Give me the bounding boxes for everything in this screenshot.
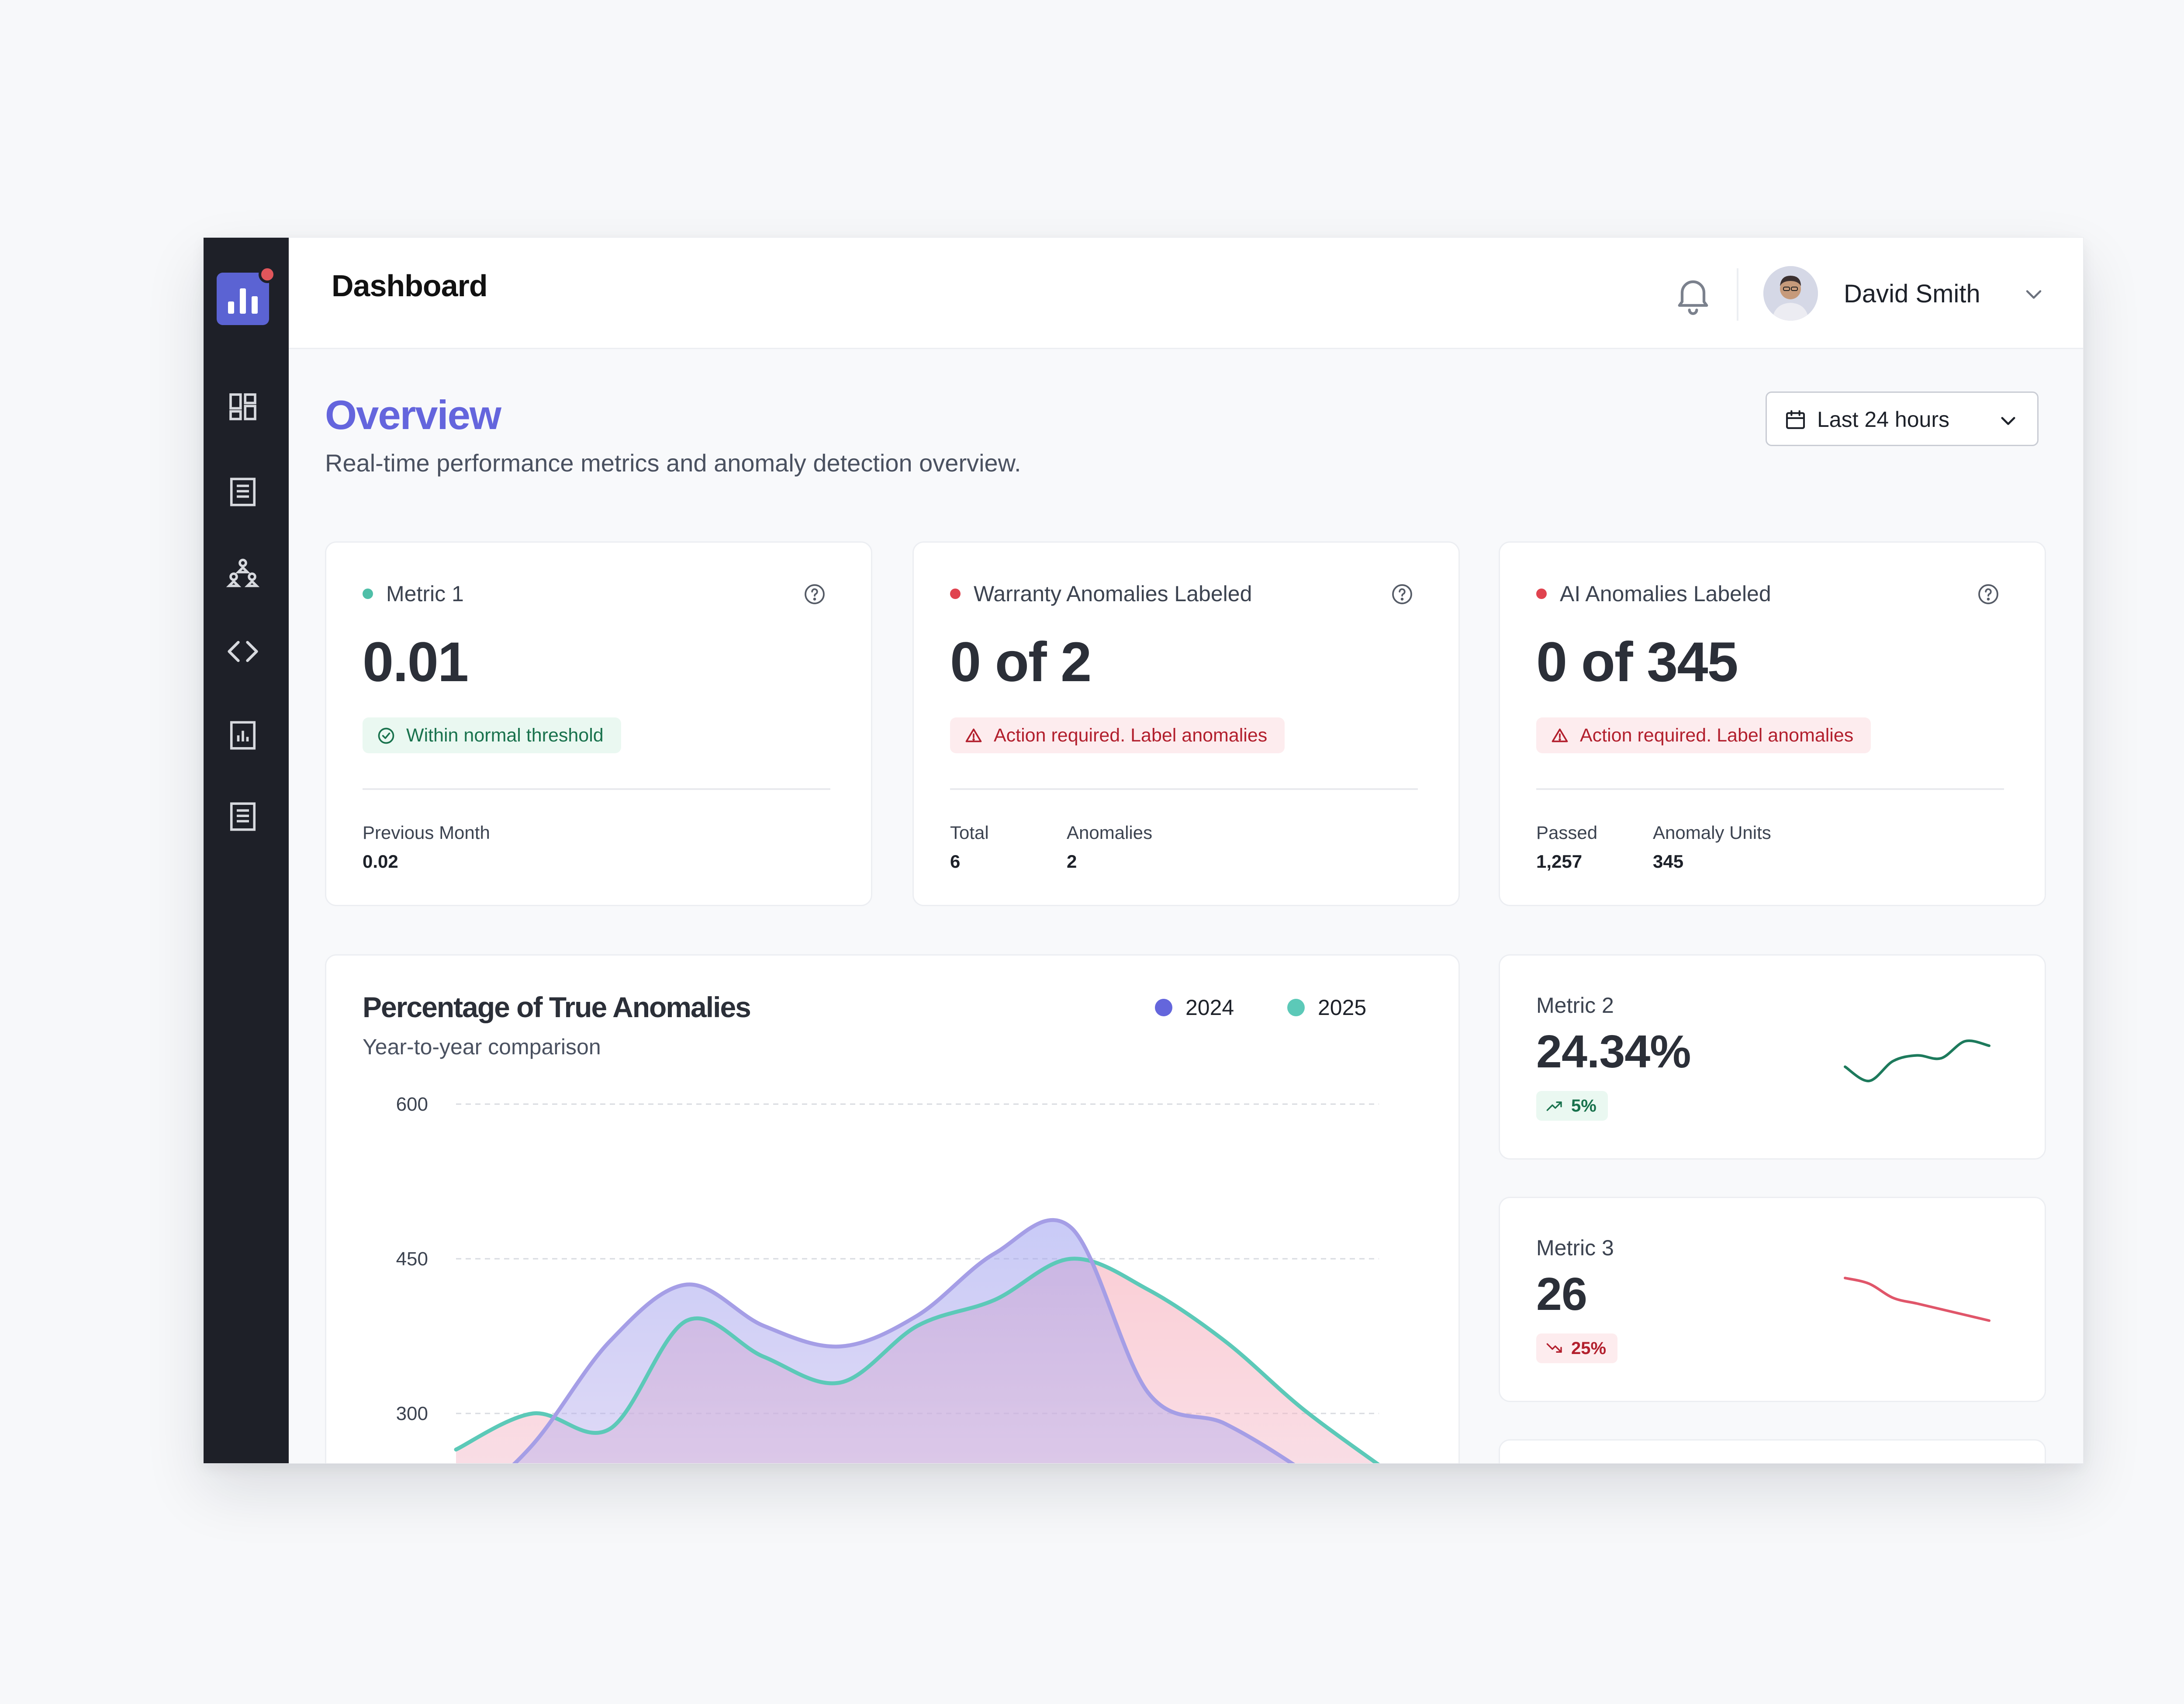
sidebar-item-analytics-icon[interactable] [225,717,261,754]
help-icon[interactable] [802,582,827,606]
status-dot [363,588,373,599]
sparkline-path [1844,1277,1990,1322]
chevron-down-icon[interactable] [2021,281,2047,308]
stat-total: Total 6 [950,822,989,872]
time-range-select[interactable]: Last 24 hours [1766,391,2039,446]
main-content: Dashboard David Smith [289,238,2083,1463]
sparkline-path [1844,1039,1990,1083]
trend-badge: 5% [1536,1091,1608,1121]
metric-card-3: Metric 3 26 25% [1499,1197,2046,1402]
time-range-value: Last 24 hours [1817,407,1949,432]
metric-label: Metric 2 [1536,993,1614,1018]
card-divider [363,788,830,790]
top-bar: Dashboard David Smith [289,238,2083,349]
metric-card-2: Metric 2 24.34% 5% [1499,954,2046,1160]
series-line-2025 [454,1257,1380,1463]
legend-item-2024[interactable]: 2024 [1155,995,1234,1020]
app-logo[interactable] [217,266,276,325]
stat-anomaly-units: Anomaly Units 345 [1653,822,1771,872]
sidebar-item-documents-icon[interactable] [225,798,261,835]
kpi-value: 0 of 345 [1536,631,1738,693]
user-name[interactable]: David Smith [1844,280,1980,308]
overview-title: Overview [325,392,501,438]
kpi-label: Metric 1 [363,581,464,606]
overview-subtitle: Real-time performance metrics and anomal… [325,449,1021,477]
stat-previous-month: Previous Month 0.02 [363,822,490,872]
status-badge: Within normal threshold [363,717,621,753]
sidebar-item-code-icon[interactable] [225,633,261,670]
metric-value: 26 [1536,1268,1587,1320]
kpi-value: 0.01 [363,631,469,693]
kpi-label: AI Anomalies Labeled [1536,581,1771,606]
help-icon[interactable] [1976,582,2001,606]
metric-card-4 [1499,1439,2046,1463]
y-tick-label: 600 [396,1094,428,1115]
chart-subtitle: Year-to-year comparison [363,1035,601,1059]
warning-icon [1552,728,1568,742]
sidebar [204,238,289,1463]
area-chart: 600 450 300 [396,1094,1380,1463]
warning-icon [965,728,982,742]
kpi-card-ai-anomalies: AI Anomalies Labeled 0 of 345 Action req… [1499,541,2046,906]
header-divider [1737,268,1738,321]
true-anomalies-chart-card: Percentage of True Anomalies Year-to-yea… [325,954,1460,1463]
y-tick-label: 450 [396,1248,428,1270]
notification-dot [259,266,276,283]
trend-down-icon [1546,1343,1562,1353]
app-window: Dashboard David Smith [203,237,2084,1464]
kpi-label: Warranty Anomalies Labeled [950,581,1252,606]
sidebar-item-dashboard-icon[interactable] [225,388,261,425]
page-title: Dashboard [332,269,488,303]
card-divider [950,788,1418,790]
series-line-2024 [512,1218,1296,1463]
status-dot [950,588,961,599]
chart-title: Percentage of True Anomalies [363,991,751,1023]
avatar[interactable] [1763,266,1818,321]
trend-up-icon [1546,1101,1562,1111]
bar-chart-icon [228,288,258,314]
status-dot [1536,588,1547,599]
status-badge[interactable]: Action required. Label anomalies [950,717,1285,753]
sparkline [1844,1039,1990,1083]
card-divider [1536,788,2004,790]
sidebar-item-hierarchy-icon[interactable] [225,555,261,592]
stat-passed: Passed 1,257 [1536,822,1598,872]
kpi-value: 0 of 2 [950,631,1092,693]
area-2024 [515,1220,1292,1463]
stat-anomalies: Anomalies 2 [1067,822,1153,872]
chevron-down-icon [1996,409,2020,433]
kpi-card-warranty-anomalies: Warranty Anomalies Labeled 0 of 2 Action… [912,541,1460,906]
bell-icon[interactable] [1671,273,1715,316]
kpi-card-metric-1: Metric 1 0.01 Within normal threshold Pr… [325,541,872,906]
sparkline [1844,1277,1990,1322]
sidebar-item-reports-icon[interactable] [225,474,261,510]
status-badge[interactable]: Action required. Label anomalies [1536,717,1871,753]
y-tick-label: 300 [396,1403,428,1424]
metric-label: Metric 3 [1536,1236,1614,1260]
legend-item-2025[interactable]: 2025 [1287,995,1366,1020]
trend-badge: 25% [1536,1333,1618,1363]
check-circle-icon [378,727,394,744]
calendar-icon [1783,408,1807,432]
metric-value: 24.34% [1536,1026,1691,1077]
help-icon[interactable] [1390,582,1414,606]
